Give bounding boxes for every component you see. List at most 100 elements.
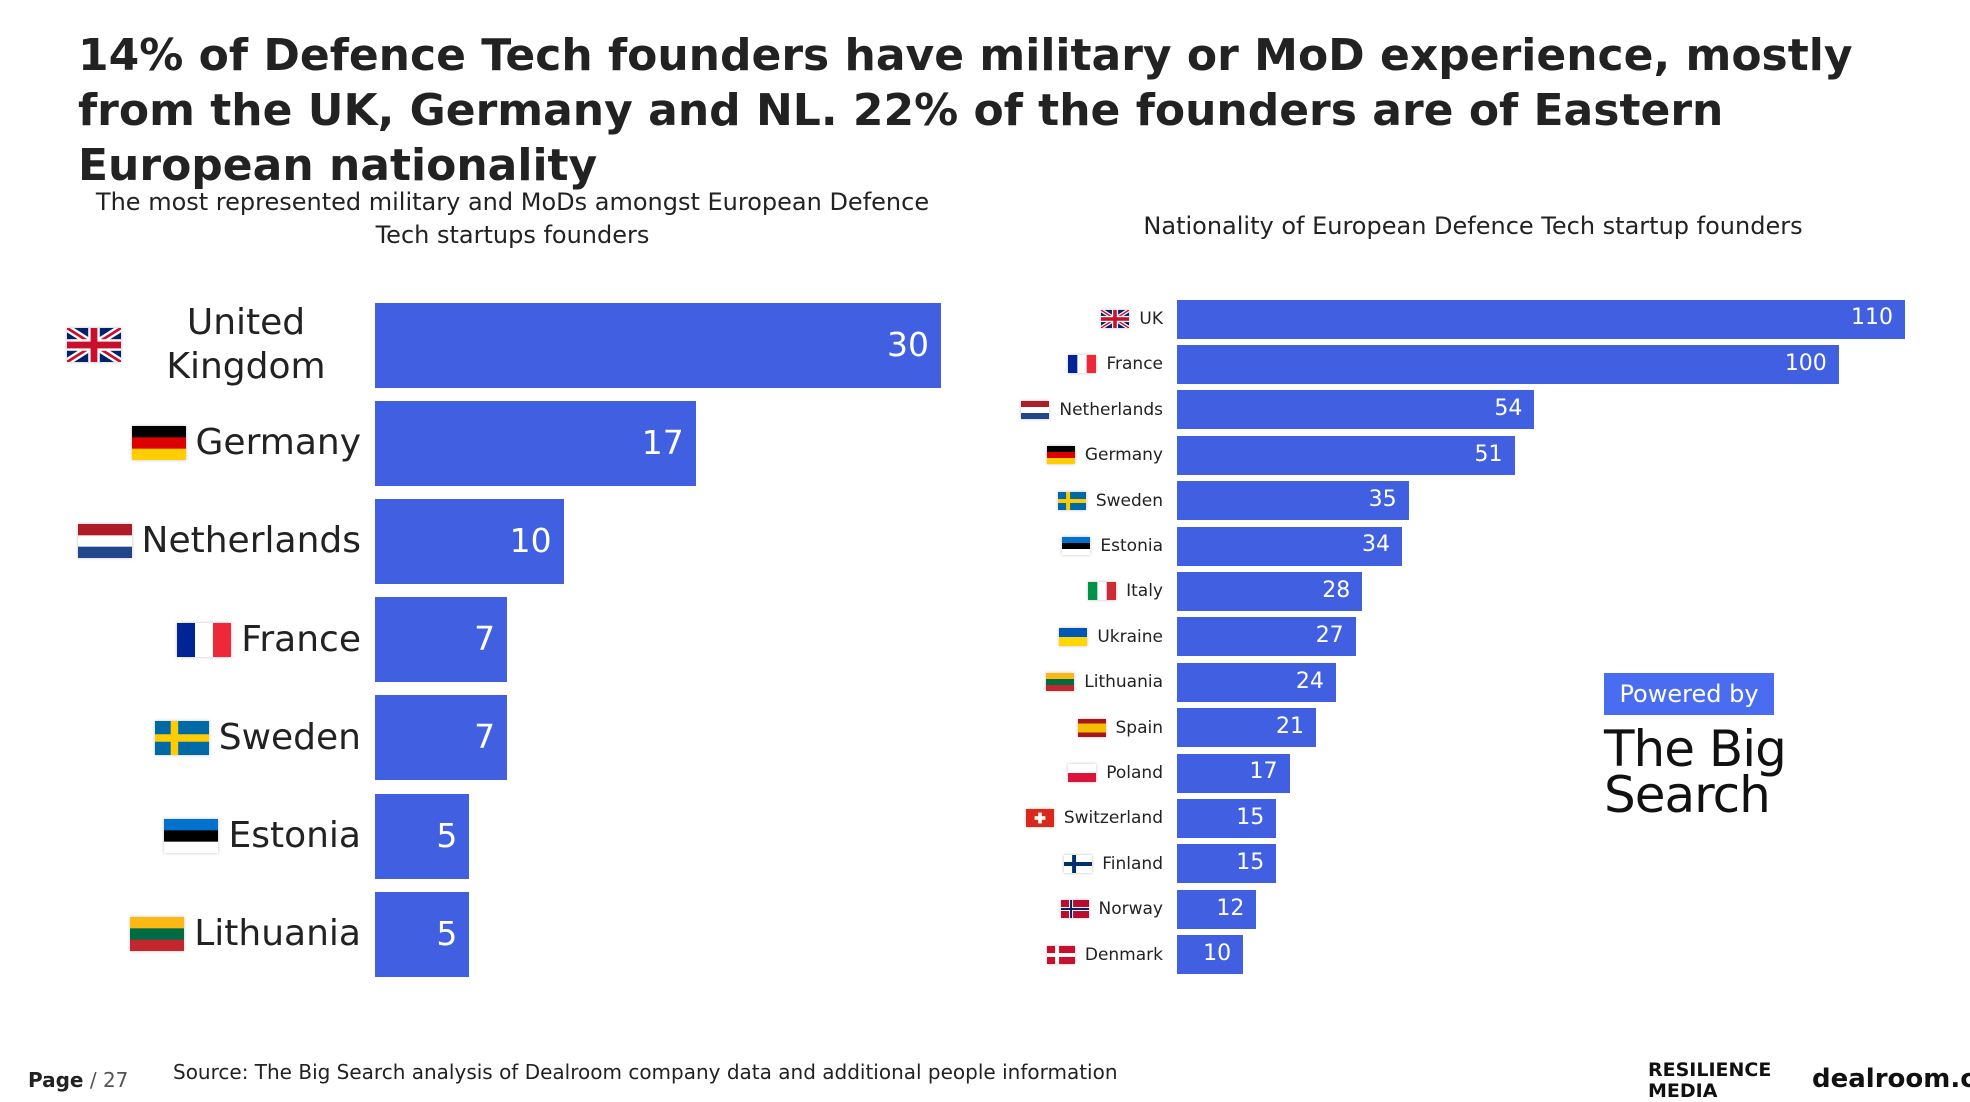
value-label: 15: [1236, 804, 1265, 830]
bar: [1177, 617, 1356, 657]
logo: dealroom.co: [1812, 1064, 1970, 1094]
bar: [1177, 481, 1409, 521]
value-label: 110: [1851, 305, 1893, 331]
category-label: Denmark: [1046, 905, 1163, 1005]
value-label: 30: [887, 324, 929, 364]
bar: [1177, 844, 1277, 884]
value-label: 5: [436, 913, 458, 953]
value-label: 24: [1295, 668, 1324, 694]
category-label: Lithuania: [130, 884, 361, 984]
category-name: Estonia: [1100, 536, 1163, 556]
category-label: France: [177, 590, 361, 690]
logo: RESILIENCE MEDIA: [1648, 1059, 1772, 1102]
category-label: Netherlands: [77, 491, 361, 591]
category-label: Switzerland: [1025, 768, 1163, 868]
bar: [375, 498, 564, 584]
page-number: / 27: [89, 1068, 129, 1092]
category-name: Lithuania: [1084, 672, 1163, 693]
category-label: Spain: [1077, 678, 1164, 778]
category-label: France: [1068, 314, 1163, 414]
value-label: 10: [1203, 940, 1232, 966]
category-name: Lithuania: [194, 913, 361, 955]
category-label: Poland: [1068, 723, 1163, 823]
category-name: UK: [1139, 309, 1163, 329]
value-label: 51: [1474, 441, 1503, 467]
bar: [1177, 571, 1363, 611]
value-label: 100: [1784, 350, 1827, 376]
value-label: 7: [474, 717, 496, 757]
category-label: Sweden: [1057, 451, 1163, 551]
category-label: Germany: [1046, 405, 1163, 505]
category-label: Germany: [131, 393, 361, 493]
value-label: 54: [1494, 396, 1523, 422]
category-label: Ukraine: [1059, 587, 1163, 687]
category-name: Denmark: [1084, 944, 1163, 965]
value-label: 34: [1362, 532, 1391, 558]
bar: [1177, 299, 1905, 339]
bar: [1177, 708, 1316, 748]
value-label: 7: [474, 619, 496, 659]
bar: [1177, 390, 1535, 430]
page-title: 14% of Defence Tech founders have milita…: [78, 30, 1853, 191]
category-name: Netherlands: [1059, 399, 1163, 420]
bar: [375, 597, 508, 683]
bar: [375, 793, 470, 879]
category-name: Norway: [1098, 899, 1164, 920]
category-label: Netherlands: [1021, 360, 1163, 460]
brand: The Big Search: [1604, 720, 1787, 824]
category-name: Ukraine: [1097, 626, 1163, 647]
category-name: Sweden: [218, 716, 361, 758]
chart-subtitle: The most represented military and MoDs a…: [95, 188, 930, 249]
bar: [1177, 435, 1515, 475]
value-label: 12: [1216, 895, 1245, 921]
value-label: 17: [1249, 759, 1278, 785]
bar: [1177, 753, 1290, 793]
category-label: Italy: [1088, 541, 1163, 641]
category-name: Sweden: [1095, 490, 1163, 511]
bar: [1177, 526, 1403, 566]
category-label: United Kingdom: [67, 295, 361, 395]
chart-subtitle: Nationality of European Defence Tech sta…: [1143, 212, 1803, 240]
page-indicator: Page / 27: [28, 1068, 128, 1092]
category-name: Estonia: [228, 815, 361, 856]
bar: [375, 891, 470, 977]
value-label: 5: [436, 815, 458, 855]
category-name: Netherlands: [141, 520, 361, 562]
category-label: Lithuania: [1046, 632, 1163, 732]
category-label: Sweden: [154, 688, 361, 788]
category-name: Spain: [1115, 717, 1164, 738]
value-label: 35: [1368, 486, 1397, 512]
page-label: Page: [28, 1068, 84, 1092]
bar: [1177, 889, 1257, 929]
bar: [375, 400, 696, 486]
source: Source: The Big Search analysis of Dealr…: [173, 1060, 1118, 1084]
category-label: Estonia: [1062, 496, 1163, 596]
category-name: Switzerland: [1063, 808, 1163, 829]
category-name: Italy: [1126, 581, 1163, 602]
value-label: 27: [1315, 623, 1344, 649]
bar: [1177, 935, 1244, 975]
category-name: United Kingdom: [166, 302, 326, 387]
category-label: Norway: [1060, 859, 1164, 959]
value-label: 28: [1322, 577, 1351, 603]
category-name: France: [241, 618, 361, 660]
category-label: Estonia: [164, 786, 361, 886]
value-label: 10: [509, 520, 552, 560]
category-name: Finland: [1102, 853, 1163, 874]
category-label: UK: [1101, 269, 1163, 369]
bar: [375, 302, 941, 388]
value-label: 15: [1236, 850, 1265, 876]
bar: [1177, 798, 1277, 838]
value-label: 17: [641, 422, 684, 462]
category-label: Finland: [1064, 814, 1163, 914]
category-name: France: [1106, 354, 1163, 375]
category-name: Poland: [1106, 763, 1163, 783]
category-name: Germany: [195, 422, 361, 464]
category-name: Germany: [1084, 445, 1163, 466]
bar: [1177, 344, 1839, 384]
bar: [1177, 662, 1336, 702]
bar: [375, 695, 508, 781]
powered-by: Powered by: [1604, 673, 1774, 715]
value-label: 21: [1275, 713, 1304, 739]
